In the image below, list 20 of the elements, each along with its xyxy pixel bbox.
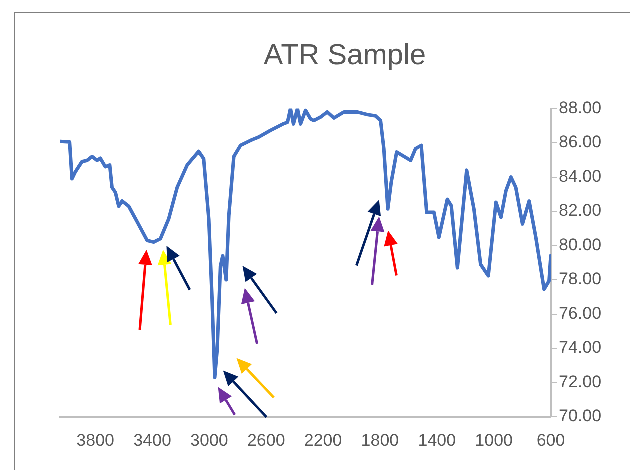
- y-tick-label: 78.00: [559, 270, 602, 289]
- y-tick-label: 82.00: [559, 201, 602, 220]
- x-tick-label: 2200: [304, 430, 342, 450]
- x-tick-label: 1800: [361, 430, 400, 450]
- x-tick-label: 2600: [247, 430, 286, 450]
- x-tick-label: 3800: [76, 430, 114, 450]
- y-tick-label: 72.00: [559, 372, 602, 392]
- y-tick-label: 86.00: [559, 132, 602, 152]
- x-tick-label: 3400: [134, 430, 172, 450]
- x-tick-label: 3000: [190, 430, 228, 450]
- y-tick-label: 74.00: [559, 338, 602, 358]
- y-tick-label: 88.00: [559, 98, 602, 118]
- y-tick-label: 76.00: [559, 304, 602, 323]
- y-tick-label: 80.00: [559, 235, 602, 254]
- y-tick-label: 84.00: [559, 166, 602, 186]
- x-tick-label: 1000: [475, 430, 513, 450]
- x-tick-label: 600: [536, 430, 566, 450]
- y-tick-label: 70.00: [559, 406, 602, 426]
- chart-title: ATR Sample: [264, 39, 426, 72]
- x-tick-label: 1400: [418, 430, 456, 450]
